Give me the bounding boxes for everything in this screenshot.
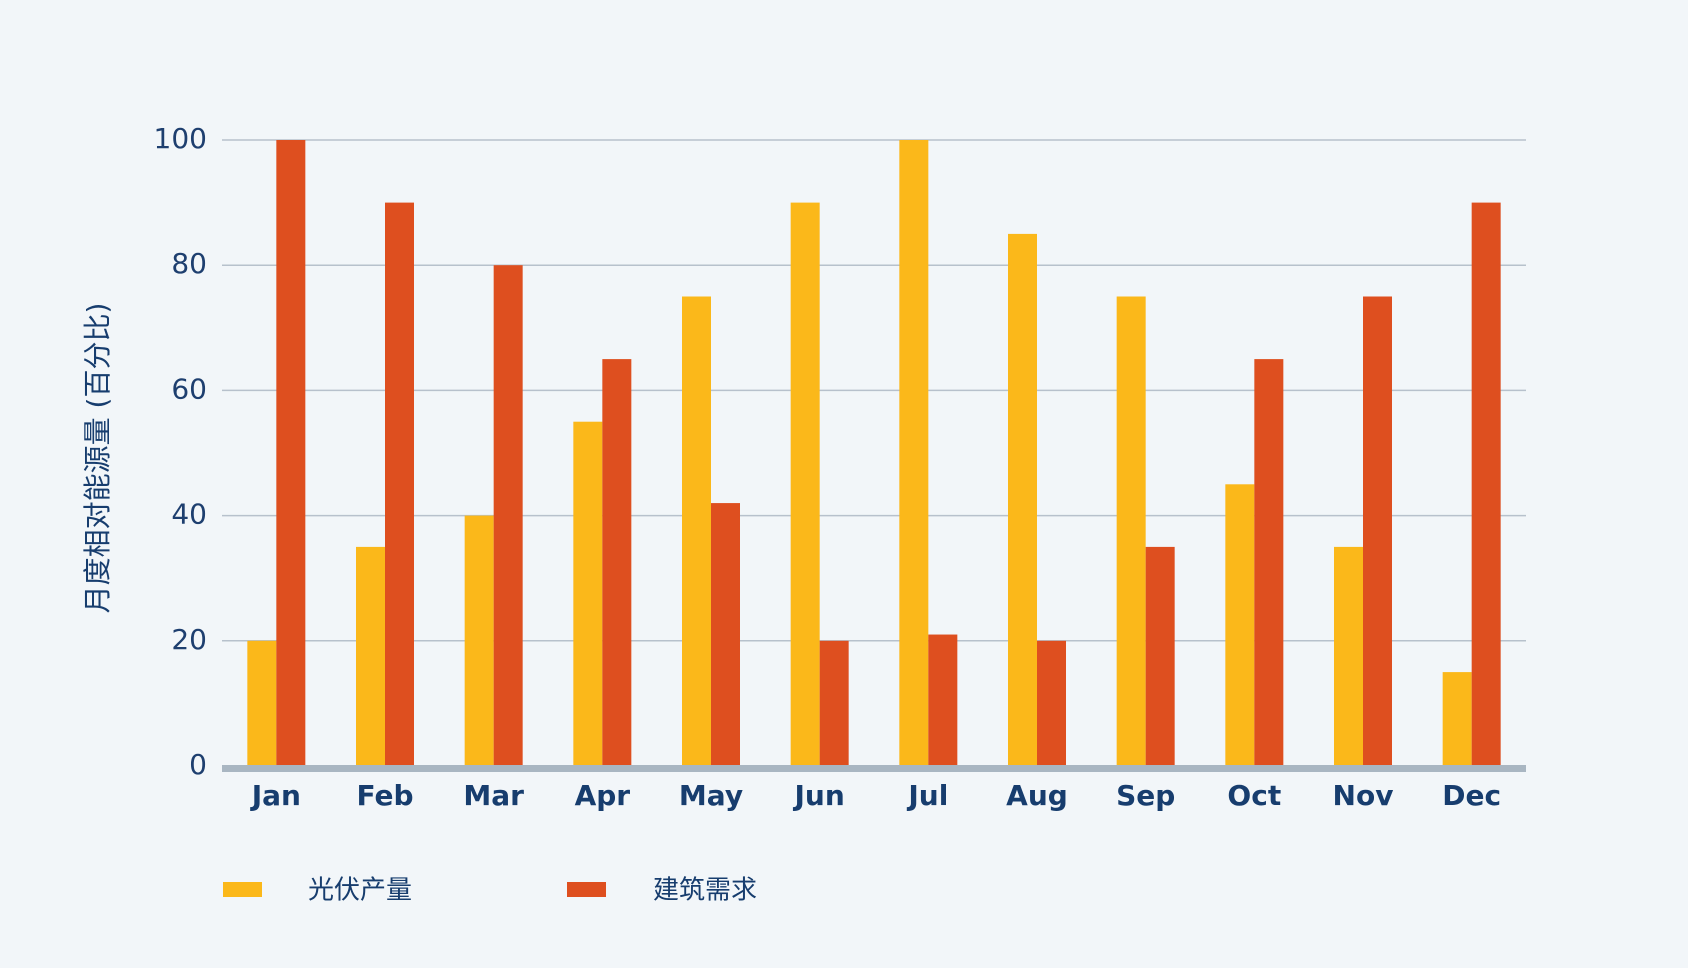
legend-label-pv-output: 光伏产量 bbox=[308, 876, 412, 906]
bar-pv-output-dec bbox=[1442, 672, 1472, 766]
x-tick-label: Nov bbox=[1333, 779, 1394, 812]
bar-building-demand-nov bbox=[1363, 296, 1392, 766]
bar-building-demand-jan bbox=[276, 140, 306, 766]
legend-swatch-pv-output bbox=[223, 882, 262, 897]
bar-pv-output-mar bbox=[464, 515, 494, 766]
legend-swatch-building-demand bbox=[567, 882, 606, 897]
x-tick-label: Apr bbox=[575, 779, 631, 812]
y-tick-label: 40 bbox=[171, 498, 207, 531]
bar-pv-output-nov bbox=[1334, 546, 1363, 766]
bar-building-demand-jul bbox=[928, 634, 958, 766]
bar-pv-output-jul bbox=[899, 140, 929, 766]
x-tick-label: Jan bbox=[250, 779, 301, 812]
y-tick-label: 20 bbox=[171, 623, 207, 656]
bar-building-demand-dec bbox=[1471, 202, 1501, 767]
x-tick-label: Jul bbox=[906, 779, 948, 812]
x-tick-label: Jun bbox=[793, 779, 845, 812]
y-tick-label: 0 bbox=[189, 748, 207, 781]
y-tick-label: 100 bbox=[154, 122, 207, 155]
x-tick-label: Sep bbox=[1116, 779, 1175, 812]
bar-building-demand-feb bbox=[385, 202, 414, 767]
axes: 0 20 40 60 80 100 Jan Feb Mar Apr May Jun Jul Aug Sep O… bbox=[154, 122, 1526, 812]
legend: 光伏产量 建筑需求 bbox=[223, 876, 757, 906]
bar-pv-output-jun bbox=[790, 202, 820, 767]
bar-building-demand-oct bbox=[1254, 359, 1284, 766]
x-tick-label: Dec bbox=[1442, 779, 1501, 812]
bar-pv-output-feb bbox=[356, 546, 385, 766]
legend-label-building-demand: 建筑需求 bbox=[653, 876, 757, 906]
x-tick-label: Aug bbox=[1006, 779, 1068, 812]
x-axis-baseline bbox=[222, 765, 1526, 772]
bar-pv-output-may bbox=[682, 296, 711, 766]
bar-building-demand-sep bbox=[1145, 546, 1175, 766]
x-tick-label: Oct bbox=[1227, 779, 1281, 812]
y-tick-label: 80 bbox=[171, 247, 207, 280]
bars bbox=[247, 140, 1501, 767]
y-tick-label: 60 bbox=[171, 372, 207, 405]
y-axis-label: 月度相对能源量 (百分比) bbox=[81, 303, 114, 614]
bar-pv-output-sep bbox=[1116, 296, 1146, 766]
gridlines bbox=[222, 139, 1526, 642]
x-tick-label: May bbox=[679, 779, 743, 812]
bar-pv-output-jan bbox=[247, 640, 277, 766]
bar-building-demand-mar bbox=[493, 265, 523, 766]
bar-pv-output-aug bbox=[1008, 233, 1037, 766]
bar-building-demand-aug bbox=[1037, 640, 1066, 766]
bar-pv-output-oct bbox=[1225, 484, 1255, 766]
x-tick-label: Feb bbox=[356, 779, 413, 812]
bar-building-demand-apr bbox=[602, 359, 632, 766]
bar-building-demand-jun bbox=[819, 640, 849, 766]
bar-building-demand-may bbox=[711, 503, 740, 766]
bar-pv-output-apr bbox=[573, 421, 603, 766]
x-tick-label: Mar bbox=[463, 779, 524, 812]
